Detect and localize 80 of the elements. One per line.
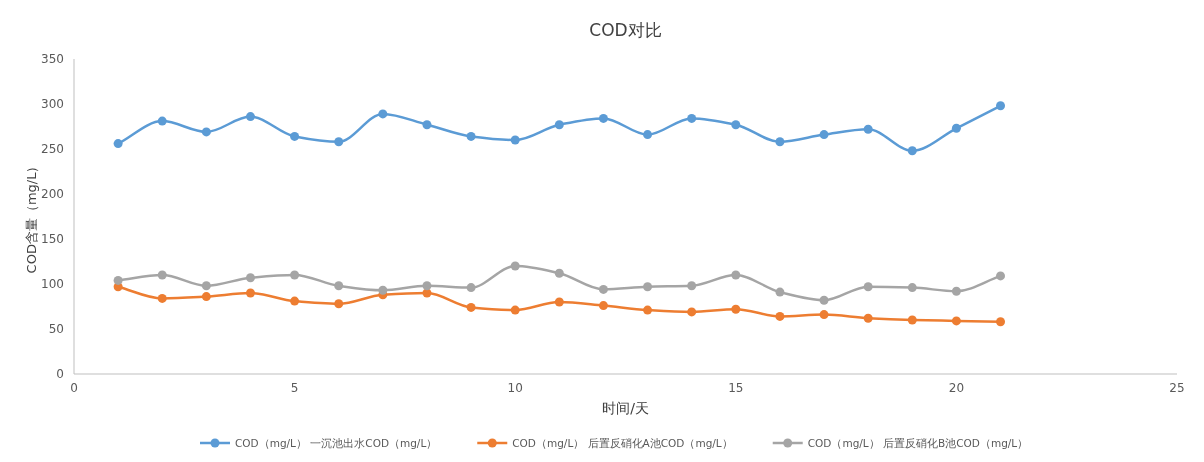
point — [643, 130, 653, 140]
point — [819, 310, 829, 320]
point — [819, 295, 829, 305]
point — [554, 297, 564, 307]
point — [378, 109, 388, 119]
y-tick-label: 0 — [56, 367, 64, 381]
point — [245, 112, 255, 122]
point — [907, 146, 917, 156]
point — [731, 270, 741, 280]
point — [466, 302, 476, 312]
point — [951, 123, 961, 133]
point — [554, 120, 564, 130]
point — [201, 292, 211, 302]
point — [731, 120, 741, 130]
x-axis-title: 时间/天 — [602, 400, 649, 416]
y-tick-label: 200 — [41, 187, 64, 201]
point — [951, 286, 961, 296]
x-tick-label: 15 — [728, 381, 744, 395]
y-tick-label: 150 — [41, 232, 64, 246]
point — [157, 270, 167, 280]
point — [775, 137, 785, 147]
point — [687, 307, 697, 317]
point — [510, 135, 520, 145]
x-tick-label: 25 — [1169, 381, 1185, 395]
y-axis-title: COD含量（mg/L） — [24, 159, 39, 274]
point — [907, 315, 917, 325]
point — [554, 268, 564, 278]
legend-label: COD（mg/L） 后置反硝化A池COD（mg/L） — [512, 437, 733, 449]
x-tick-label: 5 — [290, 381, 299, 395]
y-tick-label: 250 — [41, 142, 64, 156]
point — [863, 313, 873, 323]
point — [245, 288, 255, 298]
point — [643, 282, 653, 292]
point — [598, 284, 608, 294]
x-tick-label: 0 — [70, 381, 78, 395]
point — [466, 131, 476, 141]
point — [996, 101, 1006, 111]
y-tick-label: 300 — [41, 97, 64, 111]
point — [510, 261, 520, 271]
point — [598, 301, 608, 311]
point — [422, 120, 432, 130]
point — [201, 281, 211, 291]
point — [466, 283, 476, 293]
point — [643, 305, 653, 315]
point — [731, 304, 741, 314]
point — [290, 270, 300, 280]
point — [819, 130, 829, 140]
point — [775, 287, 785, 297]
point — [510, 305, 520, 315]
y-tick-label: 350 — [41, 52, 64, 66]
point — [863, 124, 873, 134]
y-tick-label: 50 — [48, 322, 64, 336]
point — [245, 273, 255, 283]
point — [951, 316, 961, 326]
point — [598, 113, 608, 123]
point — [201, 127, 211, 137]
point — [863, 282, 873, 292]
point — [334, 281, 344, 291]
y-tick-label: 100 — [41, 277, 64, 291]
point — [290, 296, 300, 306]
point — [334, 137, 344, 147]
x-tick-label: 10 — [507, 381, 523, 395]
point — [157, 293, 167, 303]
chart-title: COD对比 — [589, 20, 662, 40]
point — [113, 139, 123, 149]
point — [113, 275, 123, 285]
point — [996, 317, 1006, 327]
point — [687, 113, 697, 123]
point — [157, 116, 167, 126]
legend-label: COD（mg/L） 后置反硝化B池COD（mg/L） — [807, 437, 1029, 449]
point — [334, 299, 344, 309]
point — [290, 131, 300, 141]
point — [422, 281, 432, 291]
point — [996, 271, 1006, 281]
point — [378, 285, 388, 295]
point — [687, 281, 697, 291]
x-tick-label: 20 — [948, 381, 965, 395]
point — [775, 311, 785, 321]
point — [907, 283, 917, 293]
legend-label: COD（mg/L） 一沉池出水COD（mg/L） — [235, 437, 438, 449]
